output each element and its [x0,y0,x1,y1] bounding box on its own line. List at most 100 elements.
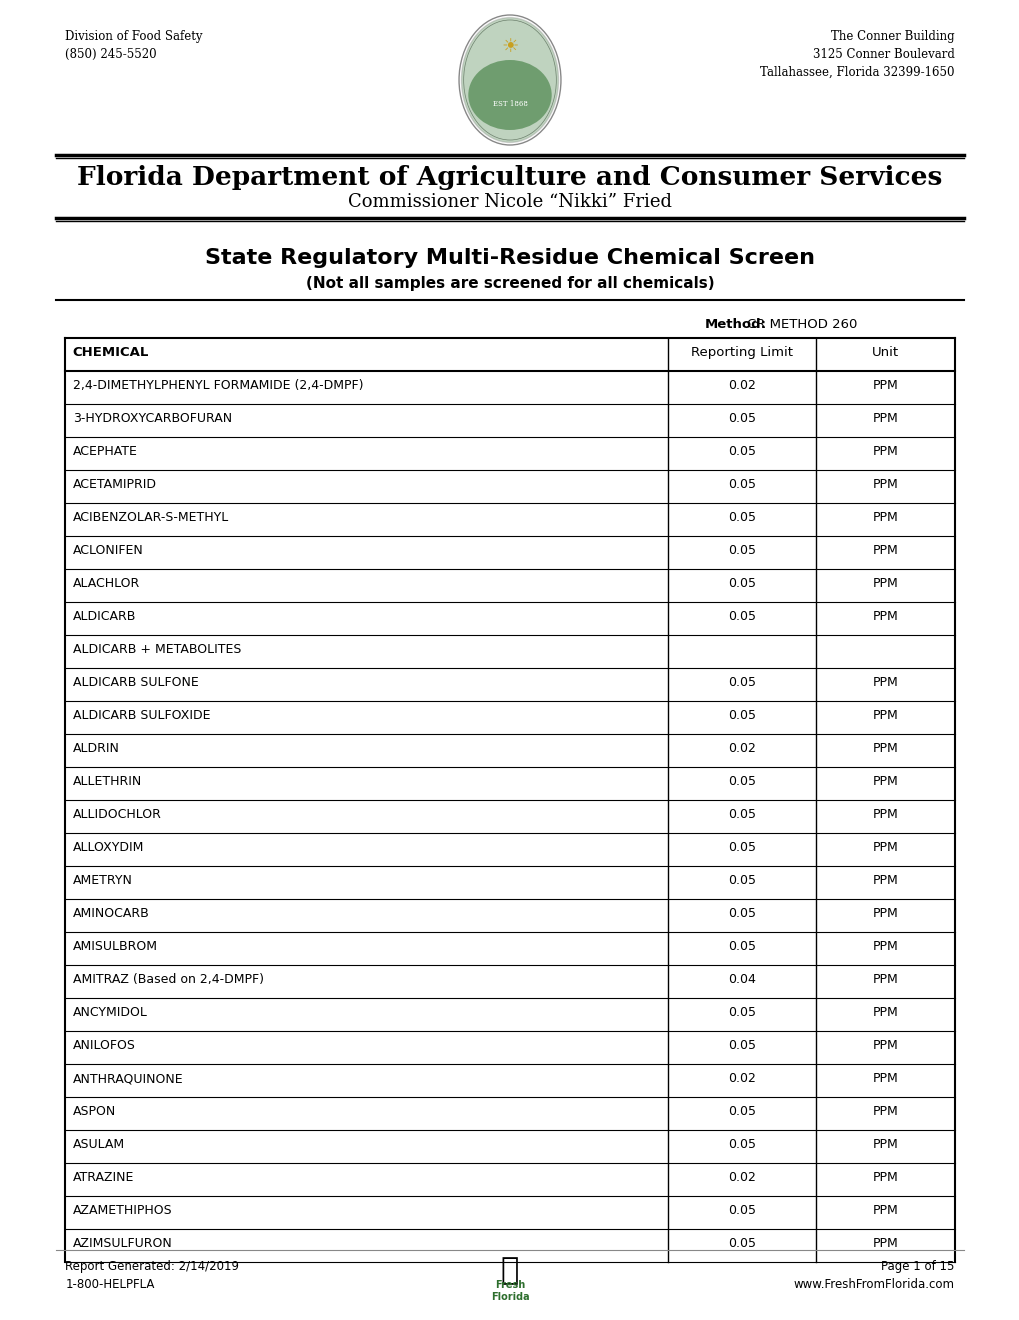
Text: ACIBENZOLAR-S-METHYL: ACIBENZOLAR-S-METHYL [72,511,228,524]
Text: 0.04: 0.04 [727,973,755,986]
Text: 0.05: 0.05 [727,1237,755,1250]
Text: PPM: PPM [871,1105,898,1118]
Text: ALLETHRIN: ALLETHRIN [72,775,142,788]
Text: PPM: PPM [871,412,898,425]
Text: The Conner Building: The Conner Building [830,30,954,44]
Text: 0.05: 0.05 [727,445,755,458]
Text: PPM: PPM [871,577,898,590]
Text: Fresh
Florida: Fresh Florida [490,1280,529,1302]
Text: PPM: PPM [871,544,898,557]
Text: 3-HYDROXYCARBOFURAN: 3-HYDROXYCARBOFURAN [72,412,231,425]
Text: AMINOCARB: AMINOCARB [72,907,149,920]
Text: ANTHRAQUINONE: ANTHRAQUINONE [72,1072,183,1085]
Text: 0.05: 0.05 [727,577,755,590]
Text: 0.02: 0.02 [727,379,755,392]
Text: PPM: PPM [871,973,898,986]
Text: ALLIDOCHLOR: ALLIDOCHLOR [72,808,161,821]
Text: ALDICARB: ALDICARB [72,610,136,623]
Text: PPM: PPM [871,742,898,755]
Text: 0.05: 0.05 [727,676,755,689]
Text: 0.05: 0.05 [727,907,755,920]
Text: PPM: PPM [871,511,898,524]
Text: State Regulatory Multi-Residue Chemical Screen: State Regulatory Multi-Residue Chemical … [205,248,814,268]
Text: Florida Department of Agriculture and Consumer Services: Florida Department of Agriculture and Co… [77,165,942,190]
Text: PPM: PPM [871,874,898,887]
Text: ALDICARB SULFONE: ALDICARB SULFONE [72,676,199,689]
Text: PPM: PPM [871,1237,898,1250]
Text: 0.05: 0.05 [727,544,755,557]
Text: 0.02: 0.02 [727,742,755,755]
Ellipse shape [461,17,558,143]
Text: PPM: PPM [871,1138,898,1151]
Text: ACLONIFEN: ACLONIFEN [72,544,144,557]
Text: 1-800-HELPFLA: 1-800-HELPFLA [65,1278,155,1291]
Text: ☀: ☀ [500,38,519,55]
Text: 🌿: 🌿 [500,1255,519,1286]
Ellipse shape [468,59,551,129]
Text: 3125 Conner Boulevard: 3125 Conner Boulevard [812,48,954,61]
Text: ANILOFOS: ANILOFOS [72,1039,136,1052]
Text: 0.05: 0.05 [727,709,755,722]
Text: 0.05: 0.05 [727,1204,755,1217]
Text: 0.05: 0.05 [727,412,755,425]
Text: (Not all samples are screened for all chemicals): (Not all samples are screened for all ch… [306,276,713,290]
Text: www.FreshFromFlorida.com: www.FreshFromFlorida.com [793,1278,954,1291]
Text: Method:: Method: [704,318,766,331]
Text: 0.05: 0.05 [727,841,755,854]
Text: PPM: PPM [871,907,898,920]
Text: CR METHOD 260: CR METHOD 260 [747,318,857,331]
Text: 2,4-DIMETHYLPHENYL FORMAMIDE (2,4-DMPF): 2,4-DIMETHYLPHENYL FORMAMIDE (2,4-DMPF) [72,379,363,392]
Text: Page 1 of 15: Page 1 of 15 [880,1261,954,1272]
Text: 0.05: 0.05 [727,1138,755,1151]
Text: ALDRIN: ALDRIN [72,742,119,755]
Text: AMITRAZ (Based on 2,4-DMPF): AMITRAZ (Based on 2,4-DMPF) [72,973,263,986]
Text: ALDICARB SULFOXIDE: ALDICARB SULFOXIDE [72,709,210,722]
Text: Tallahassee, Florida 32399-1650: Tallahassee, Florida 32399-1650 [759,66,954,79]
Text: Unit: Unit [871,346,898,359]
Text: PPM: PPM [871,775,898,788]
Text: AZAMETHIPHOS: AZAMETHIPHOS [72,1204,172,1217]
Text: ALLOXYDIM: ALLOXYDIM [72,841,144,854]
Text: PPM: PPM [871,841,898,854]
Text: 0.05: 0.05 [727,1105,755,1118]
Text: PPM: PPM [871,940,898,953]
Text: PPM: PPM [871,1039,898,1052]
Text: 0.02: 0.02 [727,1072,755,1085]
Text: 0.05: 0.05 [727,610,755,623]
Text: CHEMICAL: CHEMICAL [72,346,149,359]
Text: 0.05: 0.05 [727,478,755,491]
Text: ANCYMIDOL: ANCYMIDOL [72,1006,148,1019]
Text: AMISULBROM: AMISULBROM [72,940,158,953]
Text: 0.02: 0.02 [727,1171,755,1184]
Text: ASULAM: ASULAM [72,1138,124,1151]
Text: PPM: PPM [871,478,898,491]
Text: 0.05: 0.05 [727,1006,755,1019]
Text: Commissioner Nicole “Nikki” Fried: Commissioner Nicole “Nikki” Fried [347,193,672,211]
Text: (850) 245-5520: (850) 245-5520 [65,48,157,61]
Text: PPM: PPM [871,445,898,458]
Text: PPM: PPM [871,808,898,821]
Text: PPM: PPM [871,1204,898,1217]
Text: 0.05: 0.05 [727,511,755,524]
Text: 0.05: 0.05 [727,874,755,887]
Text: AZIMSULFURON: AZIMSULFURON [72,1237,172,1250]
Text: PPM: PPM [871,1171,898,1184]
Text: 0.05: 0.05 [727,940,755,953]
Text: PPM: PPM [871,610,898,623]
Text: PPM: PPM [871,379,898,392]
Text: PPM: PPM [871,676,898,689]
Text: ACEPHATE: ACEPHATE [72,445,138,458]
Text: ASPON: ASPON [72,1105,116,1118]
Text: Division of Food Safety: Division of Food Safety [65,30,203,44]
Text: 0.05: 0.05 [727,808,755,821]
Text: Report Generated: 2/14/2019: Report Generated: 2/14/2019 [65,1261,239,1272]
Text: ATRAZINE: ATRAZINE [72,1171,133,1184]
Text: PPM: PPM [871,1072,898,1085]
Text: Reporting Limit: Reporting Limit [690,346,792,359]
Text: AMETRYN: AMETRYN [72,874,132,887]
Text: ALACHLOR: ALACHLOR [72,577,140,590]
Text: ALDICARB + METABOLITES: ALDICARB + METABOLITES [72,643,240,656]
Text: PPM: PPM [871,1006,898,1019]
Text: ACETAMIPRID: ACETAMIPRID [72,478,157,491]
Text: 0.05: 0.05 [727,775,755,788]
